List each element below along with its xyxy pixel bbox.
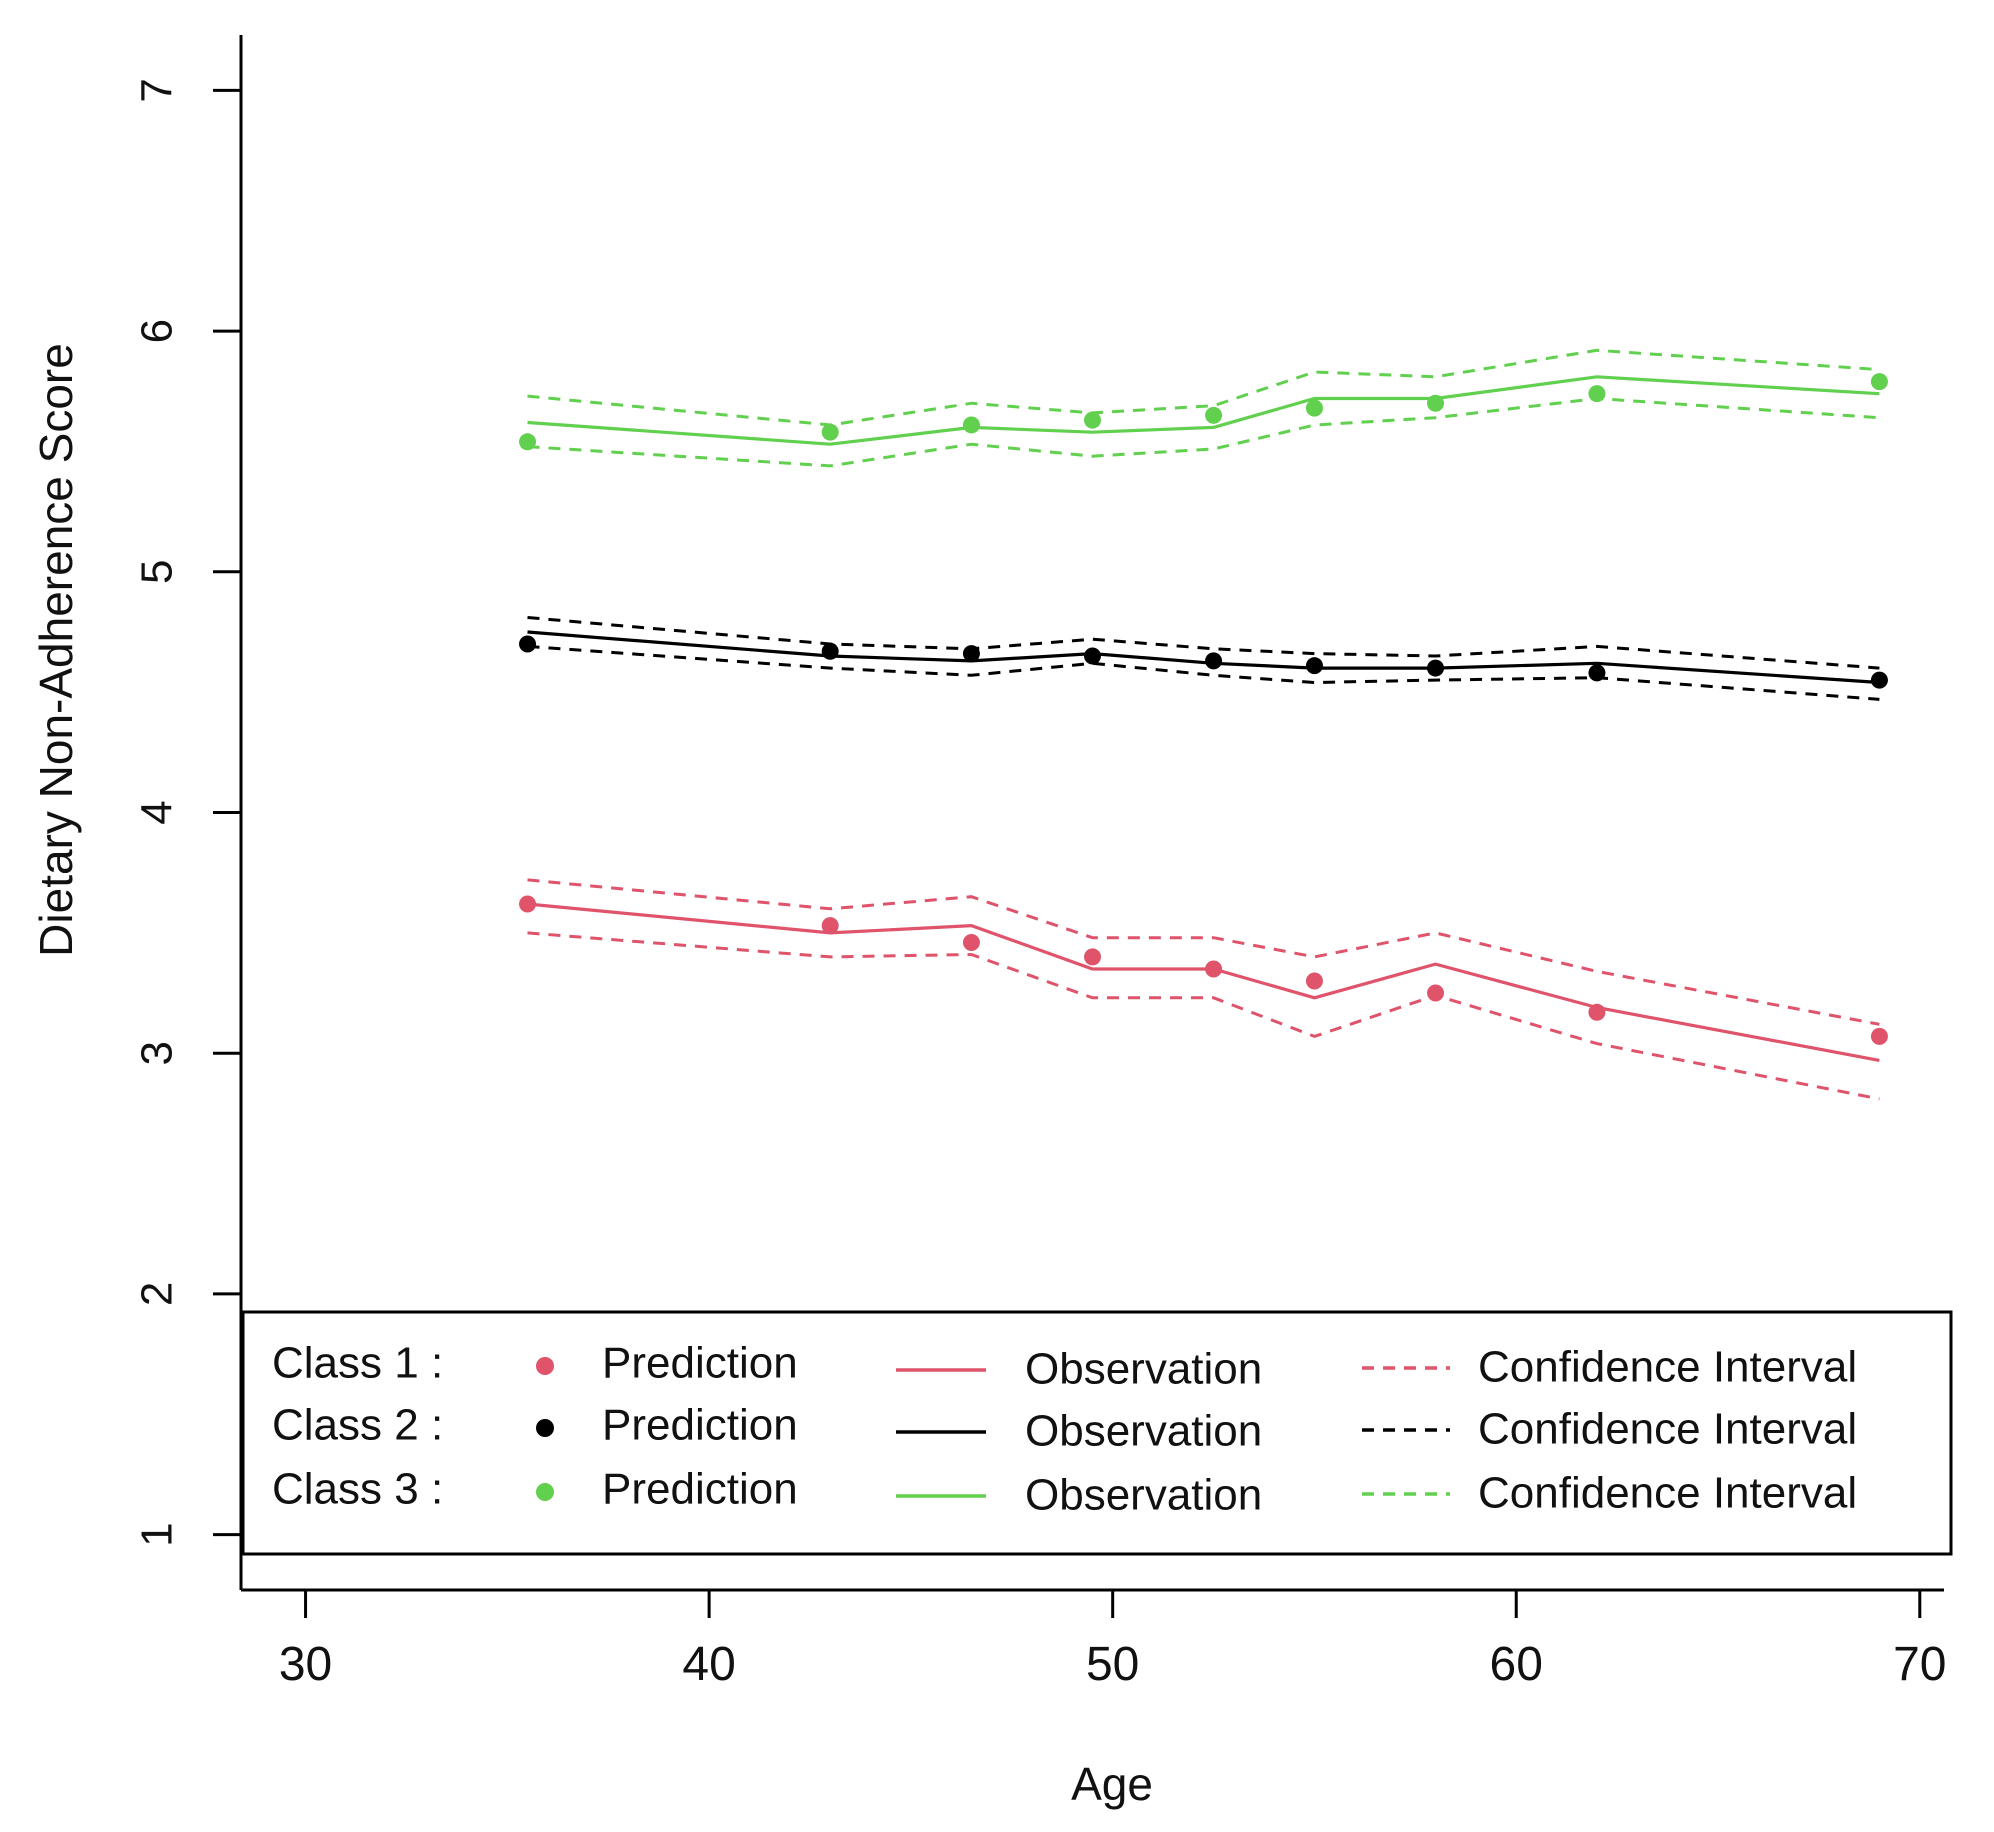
legend: Class 1 : Prediction Observation Confidence… — [241, 1310, 1953, 1556]
x-tick-label: 60 — [1490, 1638, 1543, 1691]
prediction-point — [1205, 960, 1223, 978]
legend-ci-label: Confidence Interval — [1478, 1343, 1857, 1392]
x-tick-label: 30 — [279, 1638, 332, 1691]
series-class-2 — [519, 616, 1888, 701]
legend-prediction-marker — [536, 1357, 554, 1375]
series-class-3 — [519, 348, 1888, 468]
y-tick-label: 1 — [133, 1522, 182, 1546]
prediction-point — [1588, 664, 1606, 682]
ci-lower-line — [527, 644, 1880, 701]
y-tick-label: 3 — [133, 1041, 182, 1065]
legend-prediction-label: Prediction — [602, 1339, 798, 1388]
axes: 1 2 3 4 5 6 7 30 40 50 60 70 Age Dietary Non-Adherenc… — [30, 35, 1946, 1810]
ci-upper-line — [527, 878, 1880, 1026]
legend-prediction-label: Prediction — [602, 1401, 798, 1450]
y-tick-label: 7 — [133, 78, 182, 102]
prediction-point — [1870, 1027, 1888, 1045]
legend-prediction-marker — [536, 1483, 554, 1501]
x-axis-title: Age — [1071, 1758, 1153, 1810]
legend-class-label: Class 1 : — [272, 1339, 443, 1388]
ci-upper-line — [527, 616, 1880, 670]
legend-prediction-label: Prediction — [602, 1465, 798, 1514]
prediction-point — [962, 933, 980, 951]
series-layer — [519, 348, 1888, 1101]
legend-box — [241, 1310, 1953, 1556]
prediction-point — [519, 895, 537, 913]
prediction-point — [1205, 652, 1223, 670]
prediction-point — [1305, 399, 1323, 417]
prediction-point — [1870, 373, 1888, 391]
y-tick-label: 5 — [133, 560, 182, 584]
prediction-point — [821, 917, 839, 935]
prediction-point — [821, 423, 839, 441]
prediction-point — [962, 645, 980, 663]
legend-class-label: Class 2 : — [272, 1401, 443, 1450]
legend-class-label: Class 3 : — [272, 1465, 443, 1514]
y-tick-label: 6 — [133, 319, 182, 343]
prediction-point — [1588, 385, 1606, 403]
prediction-point — [1870, 671, 1888, 689]
prediction-point — [519, 433, 537, 451]
observation-line — [527, 375, 1880, 446]
series-class-1 — [519, 878, 1888, 1101]
prediction-point — [1084, 647, 1101, 665]
legend-observation-label: Observation — [1025, 1345, 1262, 1394]
prediction-point — [1205, 406, 1223, 424]
prediction-point — [1084, 948, 1101, 966]
legend-observation-label: Observation — [1025, 1471, 1262, 1520]
prediction-point — [821, 642, 839, 660]
legend-prediction-marker — [536, 1419, 554, 1437]
prediction-point — [1305, 657, 1323, 675]
y-axis-title: Dietary Non-Adherence Score — [30, 343, 82, 957]
legend-ci-label: Confidence Interval — [1478, 1405, 1857, 1454]
prediction-point — [1305, 972, 1323, 990]
x-tick-label: 40 — [682, 1638, 735, 1691]
y-tick-label: 2 — [133, 1282, 182, 1306]
prediction-point — [1427, 659, 1445, 677]
x-tick-label: 50 — [1086, 1638, 1139, 1691]
prediction-point — [1084, 411, 1101, 429]
prediction-point — [1427, 394, 1445, 412]
prediction-point — [962, 416, 980, 434]
legend-observation-label: Observation — [1025, 1407, 1262, 1456]
ci-lower-line — [527, 931, 1880, 1101]
x-tick-label: 70 — [1893, 1638, 1946, 1691]
legend-ci-label: Confidence Interval — [1478, 1469, 1857, 1518]
y-tick-label: 4 — [133, 800, 182, 824]
prediction-point — [1427, 984, 1445, 1002]
prediction-point — [1588, 1003, 1606, 1021]
prediction-point — [519, 635, 537, 653]
